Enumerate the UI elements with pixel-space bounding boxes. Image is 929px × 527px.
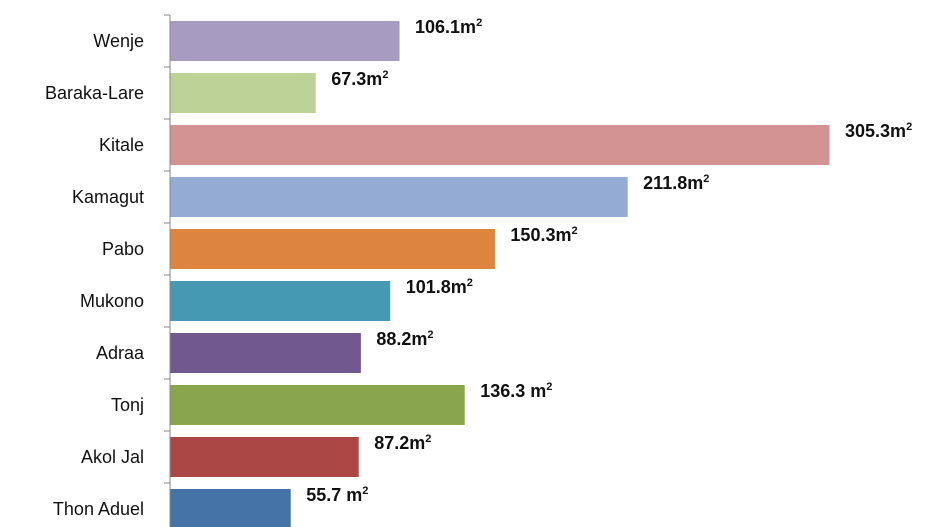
- data-label: 101.8m2: [406, 277, 473, 297]
- bar-kitale: [170, 125, 830, 165]
- category-label: Akol Jal: [81, 447, 144, 467]
- bar-wenje: [170, 21, 400, 61]
- data-label: 305.3m2: [845, 121, 912, 141]
- category-label: Mukono: [80, 291, 144, 311]
- bar-baraka-lare: [170, 73, 316, 113]
- data-label: 136.3 m2: [480, 381, 552, 401]
- bar-adraa: [170, 333, 361, 373]
- bars-group: [170, 21, 830, 527]
- bar-thon-aduel: [170, 489, 291, 527]
- value-labels: 106.1m2 67.3m2 305.3m2 211.8m2 150.3m2 101.8m…: [306, 17, 912, 505]
- data-label: 55.7 m2: [306, 485, 368, 505]
- category-label: Wenje: [93, 31, 144, 51]
- bar-pabo: [170, 229, 495, 269]
- category-label: Adraa: [96, 343, 145, 363]
- category-label: Baraka-Lare: [45, 83, 144, 103]
- bar-tonj: [170, 385, 465, 425]
- data-label: 67.3m2: [331, 69, 388, 89]
- category-label: Thon Aduel: [53, 499, 144, 519]
- category-label: Pabo: [102, 239, 144, 259]
- category-label: Kitale: [99, 135, 144, 155]
- data-label: 106.1m2: [415, 17, 482, 37]
- bar-akol-jal: [170, 437, 359, 477]
- data-label: 87.2m2: [374, 433, 431, 453]
- bar-mukono: [170, 281, 391, 321]
- bar-kamagut: [170, 177, 628, 217]
- data-label: 150.3m2: [510, 225, 577, 245]
- category-labels: Wenje Baraka-Lare Kitale Kamagut Pabo Mukono A…: [45, 31, 145, 519]
- axis-group: [164, 14, 171, 527]
- category-label: Kamagut: [72, 187, 144, 207]
- data-label: 211.8m2: [643, 173, 709, 193]
- data-label: 88.2m2: [376, 329, 433, 349]
- category-label: Tonj: [111, 395, 144, 415]
